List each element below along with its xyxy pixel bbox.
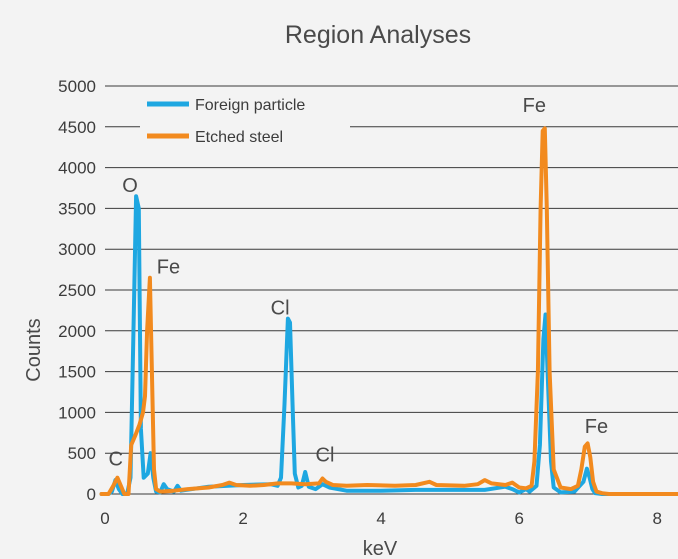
legend-entry: Foreign particle [195,97,305,114]
x-tick-label: 2 [238,509,247,528]
y-tick-label: 500 [68,444,96,463]
y-tick-label: 4000 [58,159,96,178]
y-tick-label: 1500 [58,363,96,382]
peak-annotations: C O Fe Cl Cl Fe Fe [108,95,608,470]
peak-label: Cl [271,297,290,319]
y-axis-label: Counts [23,318,45,381]
y-tick-label: 1000 [58,403,96,422]
legend-box [140,90,350,152]
peak-label: Cl [316,444,335,466]
x-tick-label: 4 [376,509,385,528]
y-tick-label: 3500 [58,199,96,218]
y-tick-label: 2500 [58,281,96,300]
legend-entry: Etched steel [195,129,283,146]
x-axis-ticks: 0 2 4 6 8 [100,509,662,528]
x-tick-label: 6 [514,509,523,528]
y-tick-label: 2000 [58,322,96,341]
y-axis-ticks: 0 500 1000 1500 2000 2500 3000 3500 4000 4500 5000 [58,77,96,504]
y-tick-label: 3000 [58,240,96,259]
y-tick-label: 5000 [58,77,96,96]
peak-label: O [122,175,138,197]
peak-label: Fe [523,95,546,117]
series-line [99,126,678,496]
peak-label: Fe [157,257,180,279]
series-line [99,194,678,496]
x-tick-label: 8 [653,509,662,528]
x-tick-label: 0 [100,509,109,528]
chart-title: Region Analyses [285,21,471,49]
series-lines [99,126,678,496]
peak-label: C [108,448,122,470]
peak-label: Fe [585,416,608,438]
legend: Foreign particle Etched steel [140,90,350,152]
y-tick-label: 4500 [58,118,96,137]
y-tick-label: 0 [87,485,96,504]
x-axis-label: keV [363,538,398,559]
gridlines [105,85,678,495]
